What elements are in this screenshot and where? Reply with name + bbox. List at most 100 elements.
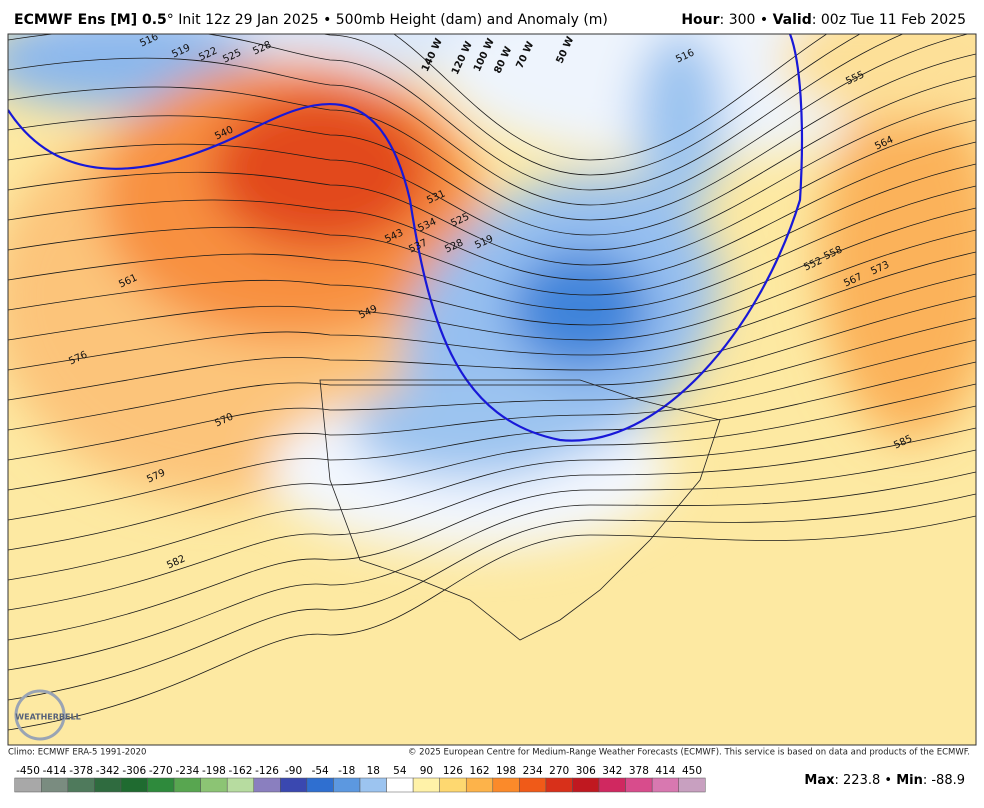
colorbar-tick-label: -18 (338, 765, 355, 777)
contour-line (8, 251, 976, 371)
colorbar-swatch (625, 777, 653, 793)
colorbar-swatch (226, 777, 255, 793)
header-title: ECMWF Ens [M] 0.5° Init 12z 29 Jan 2025 … (14, 12, 608, 28)
contour-line (8, 163, 976, 296)
colorbar-swatch (67, 777, 95, 793)
colorbar-swatch (173, 777, 201, 793)
contour-line (393, 34, 828, 161)
colorbar-tick-label: 450 (682, 765, 702, 777)
coastline-outline (319, 379, 721, 641)
colorbar-swatch (120, 777, 148, 793)
contour-line (8, 34, 904, 191)
colorbar-tick-label: 18 (367, 765, 380, 777)
colorbar-swatch (280, 777, 308, 793)
colorbar-swatch (359, 777, 387, 793)
contour-line (8, 119, 976, 266)
colorbar-swatch (200, 777, 228, 793)
logo-text: WEATHERBELL (15, 713, 80, 722)
colorbar-swatch (651, 777, 679, 793)
colorbar-tick-label: 162 (469, 765, 489, 777)
colorbar-tick-label: 378 (629, 765, 649, 777)
map-frame (7, 33, 977, 746)
colorbar-tick-label: 126 (443, 765, 463, 777)
colorbar-swatch (439, 777, 467, 793)
text-part: : 00z Tue 11 Feb 2025 (812, 12, 966, 28)
colorbar-swatch (519, 777, 547, 793)
colorbar-swatch (678, 777, 706, 793)
colorbar-swatch (492, 777, 520, 793)
colorbar-tick-label: -90 (285, 765, 302, 777)
contour-line (8, 405, 976, 581)
contour-line (8, 34, 970, 206)
colorbar-tick-label: -270 (149, 765, 173, 777)
contour-line (8, 141, 976, 281)
540-contour (8, 34, 804, 442)
colorbar-swatch (94, 777, 122, 793)
text-part: Hour (681, 12, 719, 28)
text-part: Init 12z 29 Jan 2025 • 500mb Height (dam… (174, 12, 608, 28)
colorbar-swatch (333, 777, 361, 793)
colorbar-tick-label: -306 (122, 765, 146, 777)
colorbar-swatch (412, 777, 440, 793)
text-part: : -88.9 (923, 773, 965, 788)
contour-line (8, 471, 976, 671)
colorbar-tick-label: 54 (393, 765, 407, 777)
colorbar-swatch (14, 777, 42, 793)
colorbar-swatch (41, 777, 69, 793)
colorbar-tick-label: 414 (655, 765, 675, 777)
text-part: ECMWF Ens [M] 0.5 (14, 12, 167, 28)
colorbar-swatch (147, 777, 175, 793)
contour-line (8, 427, 976, 611)
colorbar-swatch (598, 777, 626, 793)
colorbar-swatch (572, 777, 600, 793)
contour-line (8, 229, 976, 341)
logo-swirl (14, 689, 66, 741)
contour-line (8, 185, 976, 311)
contour-line (8, 361, 976, 521)
text-part: Min (896, 773, 923, 788)
contour-line (8, 515, 976, 731)
climo-note: Climo: ECMWF ERA-5 1991-2020 (8, 748, 146, 758)
colorbar-tick-label: -54 (312, 765, 329, 777)
contour-line (8, 295, 976, 431)
contour-line (8, 97, 976, 251)
height-contours (8, 34, 976, 731)
contour-line (8, 317, 976, 461)
colorbar-tick-label: 306 (576, 765, 596, 777)
text-part: Valid (773, 12, 812, 28)
text-part: Max (804, 773, 835, 788)
colorbar-swatch (386, 777, 414, 793)
contour-line (8, 493, 976, 701)
colorbar-tick-label: 90 (420, 765, 433, 777)
text-part: : 223.8 • (835, 773, 897, 788)
copyright: © 2025 European Centre for Medium-Range … (408, 748, 970, 758)
logo: WEATHERBELL (14, 689, 81, 741)
colorbar-swatch (545, 777, 573, 793)
colorbar-tick-label: -234 (175, 765, 199, 777)
contour-line (8, 449, 976, 641)
header-valid: Hour: 300 • Valid: 00z Tue 11 Feb 2025 (681, 12, 966, 28)
colorbar-tick-label: -342 (96, 765, 120, 777)
colorbar-tick-label: 270 (549, 765, 569, 777)
contour-line (8, 53, 976, 221)
colorbar-tick-label: -162 (229, 765, 253, 777)
text-part: : 300 • (720, 12, 773, 28)
colorbar-tick-label: 342 (602, 765, 622, 777)
colorbar-tick-label: -450 (16, 765, 40, 777)
contour-line (321, 34, 861, 176)
colorbar-tick-label: -198 (202, 765, 226, 777)
contour-line (8, 273, 976, 401)
contour-line (8, 383, 976, 551)
max-min: Max: 223.8 • Min: -88.9 (804, 773, 965, 788)
colorbar-swatch (253, 777, 281, 793)
colorbar: -450 -414 -378 -342 -306 -270 -234 -198 -162 -126… (14, 765, 706, 793)
colorbar-tick-label: -414 (43, 765, 67, 777)
colorbar-tick-label: -126 (255, 765, 279, 777)
colorbar-tick-label: 234 (523, 765, 543, 777)
contour-line (8, 339, 976, 491)
contour-line (8, 207, 976, 326)
colorbar-tick-label: -378 (69, 765, 93, 777)
colorbar-tick-label: 198 (496, 765, 516, 777)
